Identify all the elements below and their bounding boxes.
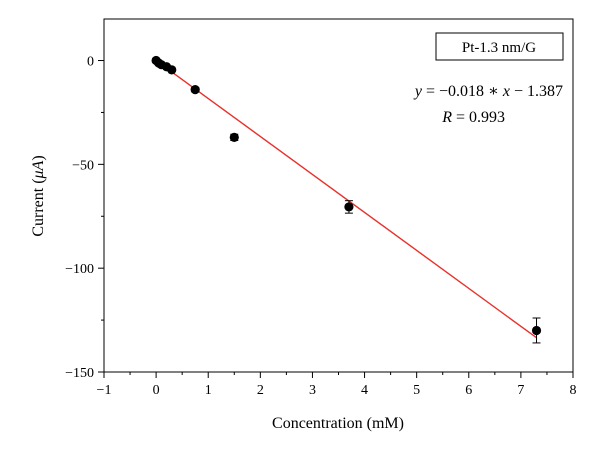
x-tick-label: 8 bbox=[570, 383, 577, 398]
y-tick-label: −50 bbox=[72, 158, 94, 173]
y-axis-label-prefix: Current ( bbox=[30, 178, 47, 236]
x-tick-label: −1 bbox=[97, 383, 112, 398]
y-axis-label: Current (μA) bbox=[30, 155, 47, 236]
fit-r-value: R = 0.993 bbox=[441, 109, 505, 126]
x-tick-label: 6 bbox=[465, 383, 472, 398]
x-tick-label: 3 bbox=[309, 383, 316, 398]
x-tick-label: 2 bbox=[257, 383, 264, 398]
y-tick-label: −100 bbox=[65, 262, 94, 277]
y-axis-label-suffix: ) bbox=[30, 155, 47, 160]
fit-r-number: = 0.993 bbox=[452, 109, 505, 126]
x-axis-ticks: −1 0 1 2 3 4 5 6 7 8 bbox=[97, 372, 577, 398]
fit-equation-x: x bbox=[502, 83, 510, 100]
x-axis-label: Concentration (mM) bbox=[272, 415, 404, 432]
data-point bbox=[167, 65, 177, 75]
y-tick-label: −150 bbox=[65, 366, 94, 381]
y-axis-label-symbol: μA bbox=[30, 160, 47, 179]
data-point bbox=[344, 202, 354, 212]
x-tick-label: 0 bbox=[153, 383, 160, 398]
y-axis-ticks: 0 −50 −100 −150 bbox=[65, 55, 104, 381]
data-point bbox=[531, 325, 542, 336]
data-point bbox=[190, 85, 200, 95]
fit-line bbox=[155, 59, 537, 339]
fit-r-symbol: R bbox=[441, 109, 452, 126]
x-tick-label: 1 bbox=[205, 383, 212, 398]
data-points bbox=[151, 55, 542, 344]
legend-label: Pt-1.3 nm/G bbox=[462, 40, 536, 56]
fit-equation-y: y bbox=[413, 83, 423, 100]
data-point bbox=[229, 132, 239, 142]
fit-layer bbox=[155, 59, 537, 339]
x-tick-label: 5 bbox=[413, 383, 420, 398]
fit-equation: y = −0.018 ∗ x − 1.387 bbox=[413, 83, 563, 100]
legend-box bbox=[435, 32, 564, 61]
fit-equation-part2: − 1.387 bbox=[510, 83, 563, 100]
y-tick-label: 0 bbox=[87, 55, 94, 70]
fit-equation-part1: = −0.018 ∗ bbox=[422, 83, 503, 100]
x-tick-label: 4 bbox=[361, 383, 368, 398]
x-tick-label: 7 bbox=[517, 383, 524, 398]
